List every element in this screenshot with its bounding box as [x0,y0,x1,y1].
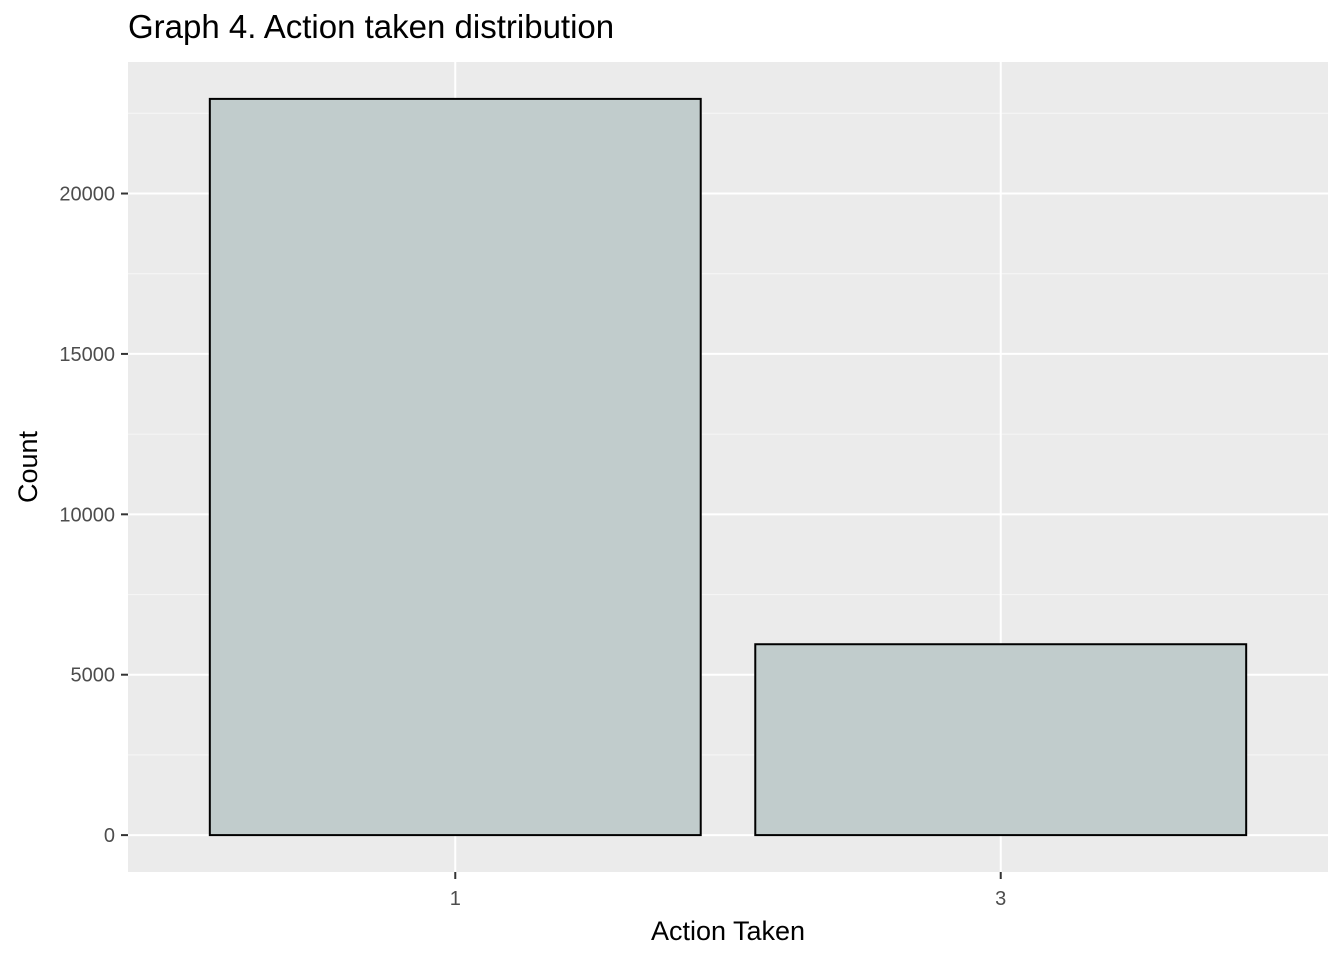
x-axis-title: Action Taken [651,916,805,946]
bar-3 [754,643,1248,837]
y-axis: 0 5000 10000 15000 20000 [59,184,128,847]
y-tick-label: 20000 [59,184,115,206]
y-tick-label: 0 [104,825,115,847]
y-axis-title: Count [13,430,43,503]
bars [208,97,1248,837]
chart-title: Graph 4. Action taken distribution [128,8,615,45]
y-tick-label: 5000 [71,665,116,687]
x-tick-label: 1 [450,888,461,910]
x-tick-label: 3 [995,888,1006,910]
bar-1 [208,97,702,837]
y-tick-label: 10000 [59,504,115,526]
y-tick-label: 15000 [59,344,115,366]
